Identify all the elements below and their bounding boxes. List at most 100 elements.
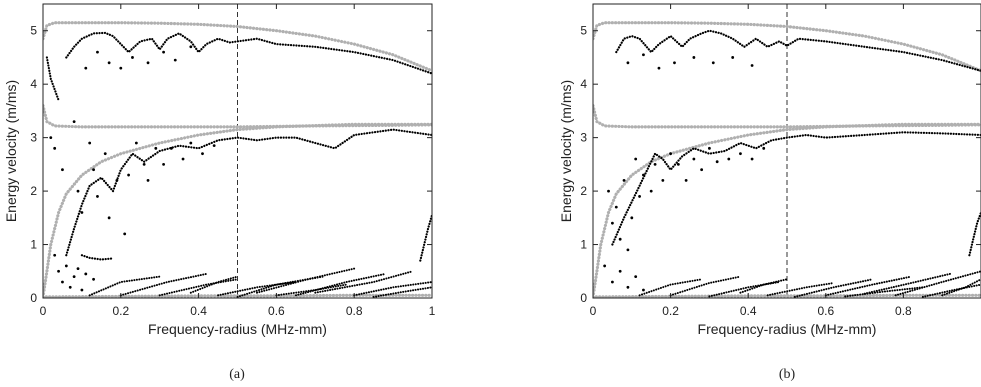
- axes-frame: [42, 3, 433, 299]
- low-velocity-segment-11: [739, 278, 788, 294]
- x-tick-label: 0.8: [895, 304, 912, 318]
- low-velocity-segment-10: [941, 278, 981, 297]
- data-point-30: [711, 61, 715, 65]
- y-tick-label: 5: [580, 24, 587, 38]
- data-point-10: [103, 152, 107, 156]
- data-point-20: [169, 146, 173, 150]
- y-tick-label: 1: [30, 238, 37, 252]
- data-point-6: [80, 211, 84, 214]
- y-tick-label: 3: [580, 131, 587, 145]
- low-velocity-segment-9: [921, 283, 981, 298]
- x-tick-label: 0: [40, 304, 47, 318]
- data-point-11: [649, 189, 653, 193]
- data-point-25: [626, 61, 630, 65]
- curve-computed-2: [65, 128, 432, 257]
- x-tick-label: 0.6: [817, 304, 834, 318]
- data-point-24: [762, 146, 766, 150]
- panel-label: (a): [229, 367, 245, 382]
- series-reference: [593, 21, 981, 298]
- low-velocity-segment-3: [158, 278, 239, 297]
- series-computed: [45, 31, 432, 298]
- low-velocity-segment-2: [119, 272, 208, 297]
- curve-computed-3: [968, 211, 981, 257]
- data-point-7: [88, 141, 92, 145]
- y-tick-label: 4: [30, 77, 37, 91]
- data-point-39: [72, 275, 76, 279]
- curve-computed-1: [615, 29, 981, 72]
- chart-panel-1: 0 0.2 0.4 0.6 0.8 1 0 1 2 3 4 5 Frequency-radius (MH…: [3, 3, 436, 382]
- data-point-33: [603, 264, 607, 268]
- panel-label: (b): [779, 367, 796, 382]
- curve-computed-2: [611, 131, 981, 246]
- curve-reference-1: [43, 21, 432, 73]
- data-point-4: [618, 237, 622, 241]
- x-tick-label: 0: [590, 304, 597, 318]
- data-point-16: [684, 179, 688, 182]
- low-velocity-segment-5: [793, 278, 874, 298]
- low-velocity-segment-12: [275, 283, 348, 297]
- data-point-20: [715, 160, 719, 164]
- data-point-3: [61, 168, 64, 172]
- data-point-12: [115, 179, 119, 182]
- low-velocity-segment-2: [669, 275, 742, 297]
- data-point-15: [676, 162, 680, 166]
- low-velocity-segment-1: [88, 275, 161, 297]
- data-point-32: [750, 64, 754, 67]
- data-point-35: [57, 269, 60, 273]
- data-point-13: [661, 179, 665, 182]
- y-axis-label: Energy velocity (m/ms): [3, 80, 19, 222]
- data-point-14: [669, 152, 672, 156]
- y-tick-label: 4: [580, 77, 587, 91]
- data-point-27: [657, 66, 661, 70]
- data-point-9: [96, 195, 99, 198]
- data-point-2: [611, 221, 614, 225]
- data-point-33: [189, 45, 193, 49]
- data-point-19: [162, 162, 165, 166]
- low-velocity-segment-6: [256, 267, 356, 294]
- x-tick-label: 0.6: [268, 304, 285, 318]
- data-point-42: [84, 272, 88, 276]
- y-tick-label: 2: [30, 184, 37, 198]
- data-point-32: [173, 58, 177, 62]
- data-point-35: [618, 269, 622, 273]
- low-velocity-segment-10: [372, 286, 432, 298]
- data-point-18: [700, 168, 704, 172]
- plot-area: [593, 4, 981, 298]
- data-point-28: [673, 61, 676, 65]
- data-point-6: [626, 248, 630, 252]
- curve-reference-2: [43, 104, 432, 129]
- curve-computed-1: [65, 31, 432, 75]
- data-point-5: [76, 189, 80, 193]
- low-velocity-segment-12: [844, 286, 924, 298]
- data-point-31: [731, 56, 735, 59]
- data-point-14: [127, 173, 130, 177]
- x-tick-label: 0.2: [112, 304, 129, 318]
- x-axis-label: Frequency-radius (MHz-mm): [148, 321, 327, 337]
- low-velocity-segment-7: [863, 272, 951, 295]
- data-point-22: [739, 152, 742, 156]
- data-point-34: [53, 253, 57, 257]
- data-point-15: [134, 141, 138, 145]
- axes-frame: [592, 3, 981, 299]
- y-tick-label: 1: [580, 238, 587, 252]
- data-point-38: [68, 285, 72, 289]
- data-point-43: [92, 277, 95, 281]
- curve-reference-4: [593, 293, 981, 298]
- data-point-22: [189, 141, 193, 145]
- y-tick-label: 5: [30, 24, 37, 38]
- low-velocity-segment-11: [189, 275, 239, 294]
- data-point-17: [146, 179, 150, 182]
- y-tick-label: 2: [580, 184, 587, 198]
- data-point-34: [611, 280, 614, 284]
- data-point-11: [107, 216, 111, 220]
- data-point-19: [708, 146, 711, 150]
- low-velocity-segment-9: [353, 281, 432, 297]
- low-velocity-segment-4: [766, 282, 835, 297]
- data-point-21: [727, 157, 731, 161]
- data-point-13: [123, 232, 127, 236]
- data-point-18: [154, 146, 158, 150]
- low-velocity-segment-8: [314, 270, 414, 294]
- data-point-27: [107, 61, 111, 65]
- low-velocity-segment-6: [824, 275, 913, 297]
